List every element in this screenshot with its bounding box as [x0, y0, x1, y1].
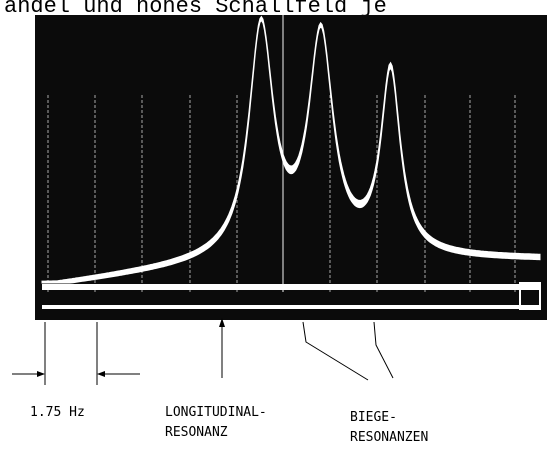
baseline-lower	[42, 305, 540, 309]
bandwidth-marker	[12, 322, 140, 385]
header-text: andel und hohes Schallfeld je	[4, 0, 387, 19]
annotation-bending-line2: RESONANZEN	[350, 430, 428, 445]
spectrum-trace	[41, 15, 541, 284]
annotation-longitudinal-line2: RESONANZ	[165, 425, 228, 440]
baseline-band	[42, 282, 541, 310]
bending-arrows	[302, 321, 394, 381]
baseline-upper	[42, 284, 540, 290]
scale-label: 1.75 Hz	[30, 405, 85, 420]
baseline-end-mark	[519, 282, 541, 310]
longitudinal-arrow	[219, 318, 225, 378]
annotation-bending-line1: BIEGE-	[350, 410, 397, 425]
grid-lines	[47, 15, 516, 292]
annotation-longitudinal-line1: LONGITUDINAL-	[165, 405, 267, 420]
